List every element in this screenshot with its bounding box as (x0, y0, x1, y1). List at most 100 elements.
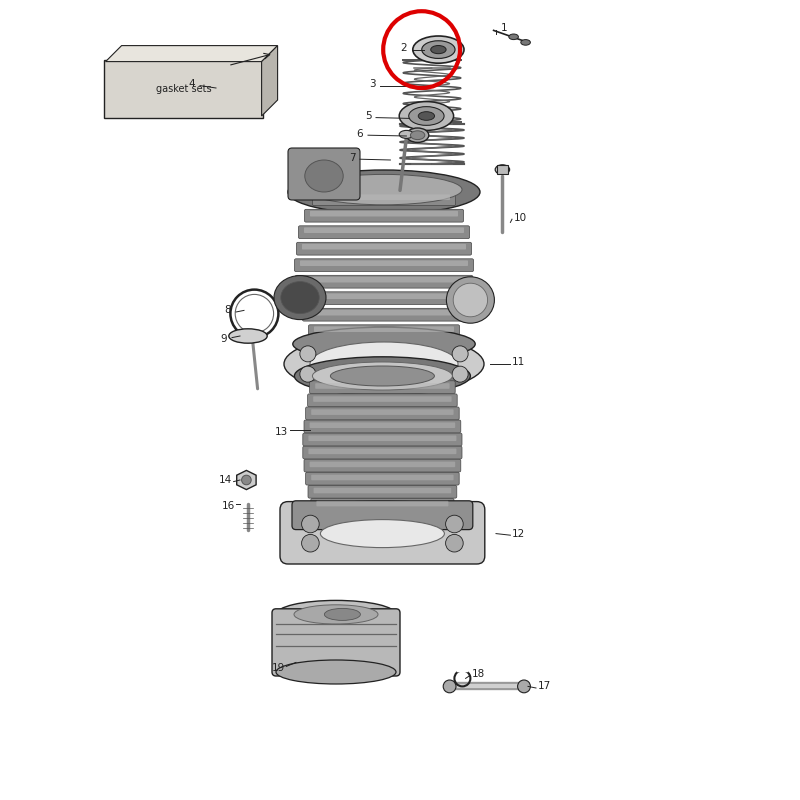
FancyBboxPatch shape (306, 407, 459, 420)
Ellipse shape (453, 283, 487, 317)
FancyBboxPatch shape (311, 410, 454, 415)
FancyBboxPatch shape (304, 420, 461, 433)
Polygon shape (106, 46, 278, 62)
Ellipse shape (418, 112, 434, 120)
Text: 17: 17 (538, 682, 550, 691)
Text: 16: 16 (222, 501, 234, 510)
FancyBboxPatch shape (302, 294, 466, 299)
FancyBboxPatch shape (280, 502, 485, 564)
Text: 13: 13 (275, 427, 288, 437)
FancyBboxPatch shape (314, 326, 454, 332)
Ellipse shape (284, 334, 484, 394)
Circle shape (300, 346, 316, 362)
Ellipse shape (276, 660, 396, 684)
Ellipse shape (495, 165, 510, 174)
FancyBboxPatch shape (272, 609, 400, 676)
Circle shape (452, 346, 468, 362)
Circle shape (302, 534, 319, 552)
FancyBboxPatch shape (318, 194, 450, 200)
FancyBboxPatch shape (314, 396, 451, 402)
Circle shape (452, 366, 468, 382)
FancyBboxPatch shape (307, 394, 457, 406)
FancyBboxPatch shape (304, 227, 464, 233)
FancyBboxPatch shape (311, 474, 454, 480)
FancyBboxPatch shape (288, 148, 360, 200)
Text: 12: 12 (512, 529, 525, 538)
FancyBboxPatch shape (308, 310, 460, 315)
Text: 8: 8 (225, 306, 231, 315)
FancyBboxPatch shape (315, 383, 450, 389)
FancyBboxPatch shape (304, 459, 461, 472)
FancyBboxPatch shape (308, 449, 456, 454)
FancyBboxPatch shape (292, 501, 473, 530)
FancyBboxPatch shape (310, 462, 455, 467)
FancyBboxPatch shape (302, 244, 466, 250)
FancyBboxPatch shape (294, 258, 474, 272)
Text: 14: 14 (219, 475, 232, 485)
Ellipse shape (325, 608, 360, 621)
FancyBboxPatch shape (298, 226, 470, 238)
FancyBboxPatch shape (310, 381, 455, 394)
FancyBboxPatch shape (310, 211, 458, 217)
Text: 7: 7 (349, 153, 355, 162)
Ellipse shape (406, 128, 429, 142)
FancyBboxPatch shape (310, 422, 455, 428)
Text: 6: 6 (357, 129, 363, 138)
FancyBboxPatch shape (295, 275, 473, 288)
FancyBboxPatch shape (308, 435, 456, 441)
Ellipse shape (521, 40, 530, 45)
FancyBboxPatch shape (104, 60, 263, 118)
FancyBboxPatch shape (312, 193, 455, 206)
Ellipse shape (293, 327, 475, 361)
Circle shape (302, 515, 319, 533)
Ellipse shape (422, 41, 455, 58)
Text: 2: 2 (401, 43, 407, 53)
Circle shape (446, 534, 463, 552)
Text: 10: 10 (514, 213, 526, 222)
Ellipse shape (409, 106, 444, 126)
FancyBboxPatch shape (316, 501, 448, 506)
Text: 9: 9 (221, 334, 227, 344)
FancyBboxPatch shape (302, 446, 462, 459)
Text: 4: 4 (189, 79, 195, 89)
Ellipse shape (305, 160, 343, 192)
Circle shape (443, 680, 456, 693)
Text: 1: 1 (501, 23, 507, 33)
Text: 19: 19 (272, 663, 285, 673)
Ellipse shape (413, 36, 464, 63)
Ellipse shape (399, 130, 414, 138)
FancyBboxPatch shape (296, 292, 472, 305)
FancyBboxPatch shape (302, 308, 466, 321)
Ellipse shape (288, 170, 480, 214)
Polygon shape (262, 46, 278, 116)
Ellipse shape (410, 131, 425, 139)
FancyBboxPatch shape (302, 433, 462, 446)
FancyBboxPatch shape (310, 498, 454, 511)
FancyBboxPatch shape (300, 261, 468, 266)
Ellipse shape (274, 275, 326, 319)
Ellipse shape (294, 357, 470, 395)
Ellipse shape (399, 102, 454, 130)
Ellipse shape (281, 282, 319, 314)
Ellipse shape (312, 362, 453, 390)
Ellipse shape (310, 342, 458, 386)
Text: 18: 18 (472, 669, 485, 678)
Circle shape (446, 515, 463, 533)
Ellipse shape (330, 366, 434, 386)
Ellipse shape (306, 174, 462, 205)
Ellipse shape (229, 329, 267, 343)
FancyBboxPatch shape (304, 210, 463, 222)
Ellipse shape (509, 34, 518, 39)
FancyBboxPatch shape (301, 277, 467, 282)
Text: 5: 5 (365, 111, 371, 121)
Ellipse shape (298, 501, 466, 531)
Text: gasket sets: gasket sets (156, 84, 211, 94)
Ellipse shape (446, 277, 494, 323)
FancyBboxPatch shape (314, 488, 451, 494)
Circle shape (300, 366, 316, 382)
FancyBboxPatch shape (306, 472, 459, 485)
Ellipse shape (430, 46, 446, 54)
Ellipse shape (320, 520, 445, 547)
Circle shape (518, 680, 530, 693)
Circle shape (242, 475, 251, 485)
